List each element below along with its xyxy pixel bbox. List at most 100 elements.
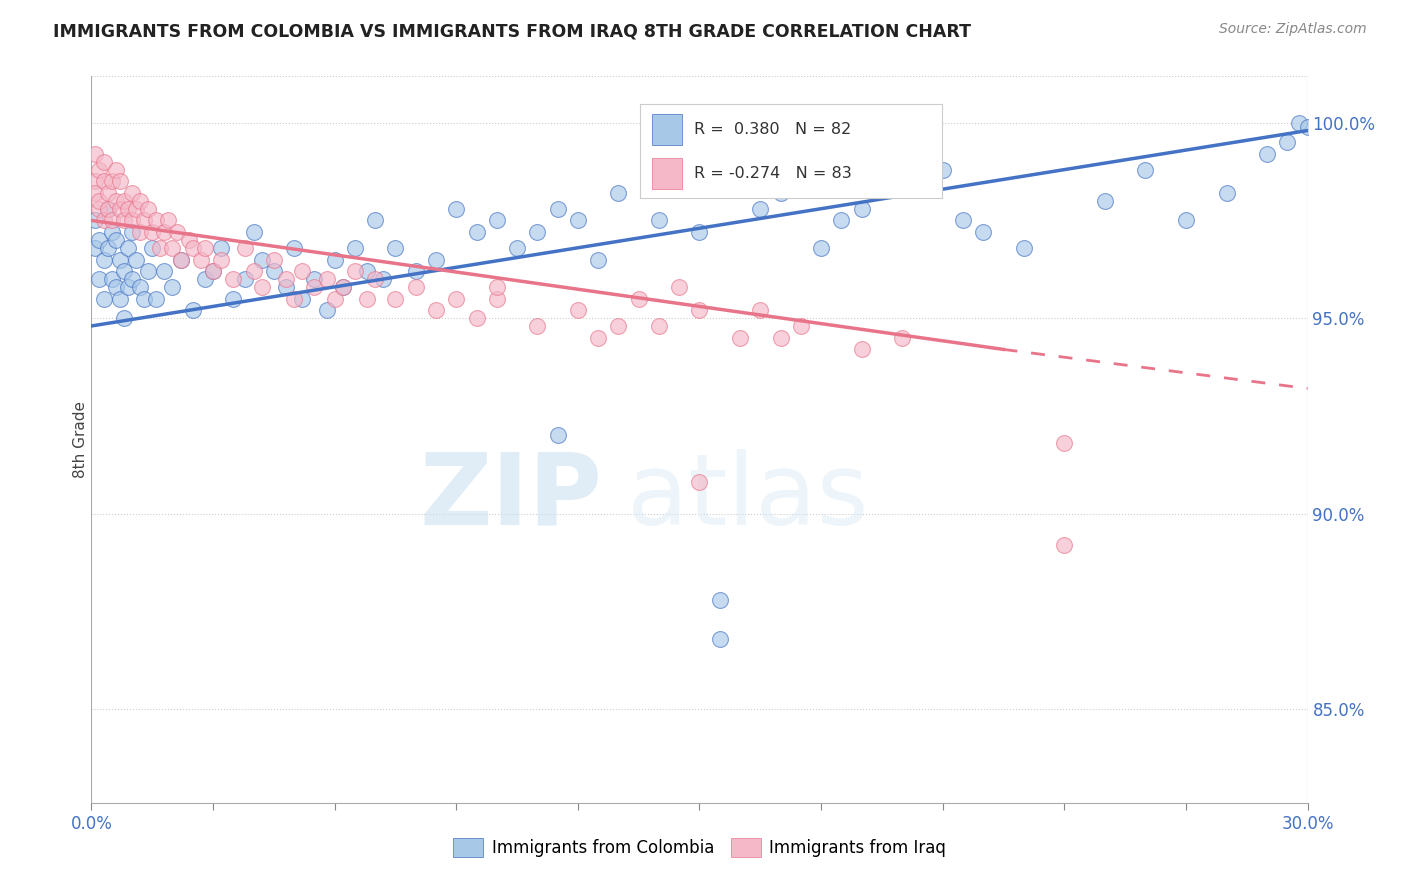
Point (343, 241, 366, 255)
Point (728, 331, 751, 345)
Point (1012, 241, 1035, 255)
Point (97, 202, 120, 216)
Point (117, 280, 139, 294)
Point (202, 264, 225, 278)
Point (1175, 213, 1198, 227)
Point (567, 213, 589, 227)
Point (190, 252, 212, 267)
Point (84, 241, 107, 255)
Point (89, 233, 111, 247)
Point (291, 292, 314, 306)
Point (315, 272, 337, 286)
Point (108, 202, 131, 216)
Point (136, 264, 159, 278)
Point (97, 186, 120, 200)
Point (121, 186, 143, 200)
Point (526, 318, 548, 333)
Point (121, 225, 143, 239)
Point (506, 241, 529, 255)
Point (153, 264, 176, 278)
Point (222, 292, 245, 306)
Point (84, 147, 107, 161)
Point (129, 280, 152, 294)
Point (97, 241, 120, 255)
Point (425, 252, 447, 267)
Point (547, 202, 569, 216)
Point (283, 241, 305, 255)
Point (1256, 147, 1278, 161)
Point (1094, 194, 1116, 208)
Bar (652, 114, 682, 145)
Point (136, 202, 159, 216)
Point (235, 241, 257, 255)
Point (485, 280, 508, 294)
Point (465, 311, 488, 326)
Text: R = -0.274   N = 83: R = -0.274 N = 83 (695, 166, 852, 181)
Point (1053, 538, 1076, 552)
Point (108, 252, 131, 267)
Point (112, 264, 135, 278)
Point (1215, 186, 1237, 200)
Point (149, 241, 172, 255)
Point (121, 213, 143, 227)
Point (1135, 162, 1157, 177)
Point (709, 632, 731, 646)
Point (810, 241, 832, 255)
Point (315, 303, 337, 318)
Point (93, 154, 115, 169)
Point (129, 225, 152, 239)
Point (108, 174, 131, 188)
Point (688, 303, 710, 318)
Point (891, 331, 914, 345)
Point (194, 272, 217, 286)
Point (166, 225, 188, 239)
Point (567, 303, 589, 318)
Point (304, 280, 326, 294)
Point (93, 252, 115, 267)
Point (121, 272, 143, 286)
Point (169, 252, 191, 267)
Point (145, 292, 167, 306)
Point (648, 213, 671, 227)
Point (607, 318, 630, 333)
Point (332, 280, 354, 294)
Point (356, 292, 378, 306)
Point (425, 303, 447, 318)
Point (931, 162, 953, 177)
Text: Source: ZipAtlas.com: Source: ZipAtlas.com (1219, 22, 1367, 37)
Point (547, 428, 569, 442)
Point (112, 311, 135, 326)
Point (356, 264, 378, 278)
Point (141, 241, 163, 255)
Point (108, 292, 131, 306)
Text: IMMIGRANTS FROM COLOMBIA VS IMMIGRANTS FROM IRAQ 8TH GRADE CORRELATION CHART: IMMIGRANTS FROM COLOMBIA VS IMMIGRANTS F… (53, 22, 972, 40)
Point (405, 280, 427, 294)
Point (153, 225, 176, 239)
Point (485, 292, 508, 306)
Point (181, 303, 204, 318)
Point (688, 475, 710, 490)
Point (117, 241, 139, 255)
Point (283, 292, 305, 306)
Point (89, 162, 111, 177)
Point (125, 252, 148, 267)
Point (100, 225, 122, 239)
Point (117, 202, 139, 216)
Point (323, 292, 346, 306)
Point (132, 213, 155, 227)
Point (235, 272, 257, 286)
Point (250, 280, 273, 294)
Point (194, 241, 217, 255)
Point (93, 174, 115, 188)
Point (209, 241, 232, 255)
Point (125, 202, 148, 216)
Point (263, 252, 285, 267)
Point (332, 280, 354, 294)
Point (291, 264, 314, 278)
Point (749, 303, 772, 318)
Point (250, 252, 273, 267)
Point (132, 292, 155, 306)
Point (181, 241, 204, 255)
Point (100, 213, 122, 227)
Point (830, 213, 852, 227)
